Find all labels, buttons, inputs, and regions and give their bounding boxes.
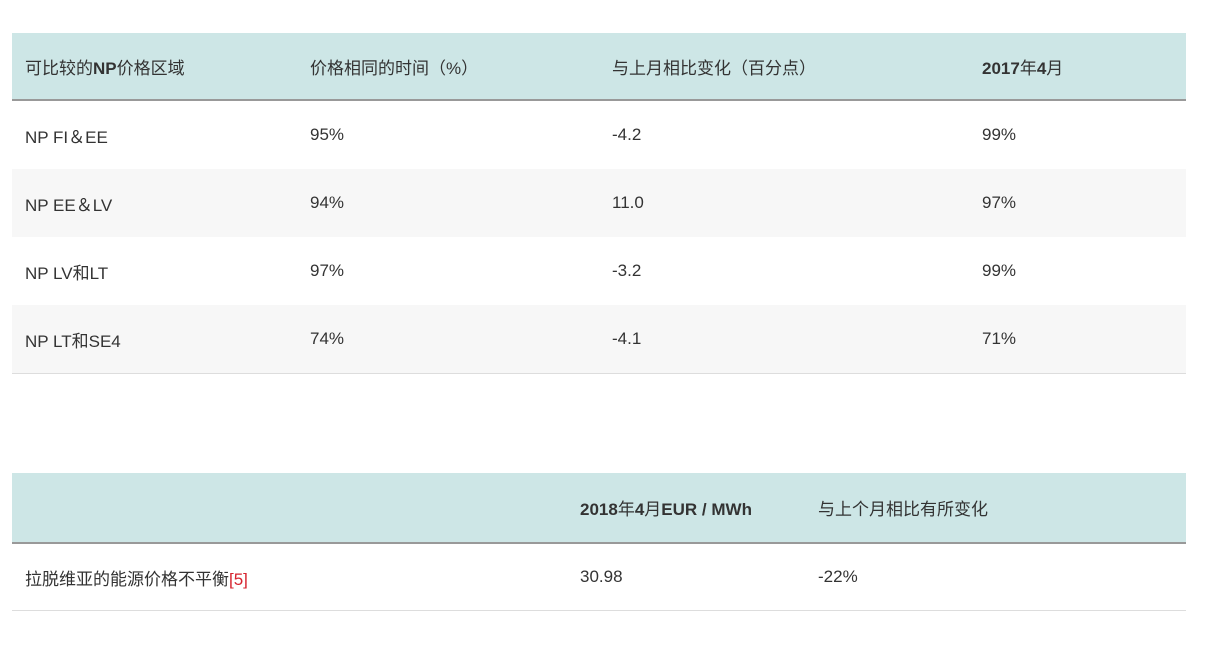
footnote-5-link[interactable]: [5]	[229, 569, 248, 589]
header-year-char: 年	[617, 500, 635, 519]
header-year-2018: 2018	[580, 500, 618, 519]
same-price-time-cell: 94%	[310, 193, 345, 212]
header-year-char: 年	[1019, 58, 1037, 78]
header-month-char: 月	[644, 500, 662, 519]
april-2017-cell: 97%	[982, 193, 1017, 212]
price-area-cell: NP FI＆EE	[25, 127, 108, 147]
header-month-4: 4	[1036, 58, 1047, 78]
header-same-price-time: 价格相同的时间（%）	[310, 58, 479, 78]
header-col1-suffix: 价格区域	[116, 58, 185, 78]
april-2017-cell: 71%	[982, 329, 1017, 348]
imbalance-label: 拉脱维亚的能源价格不平衡	[25, 569, 229, 589]
same-price-time-cell: 74%	[310, 329, 345, 348]
header-comparable-np-areas: 可比较的NP价格区域	[12, 54, 297, 79]
april-2017-cell: 99%	[982, 125, 1017, 144]
change-pp-cell: -4.1	[612, 329, 642, 348]
np-price-areas-table: 可比较的NP价格区域 价格相同的时间（%） 与上月相比变化（百分点） 2017年…	[12, 33, 1186, 374]
april-2017-cell: 99%	[982, 261, 1017, 280]
imbalance-value-cell: 30.98	[580, 567, 623, 586]
page: 可比较的NP价格区域 价格相同的时间（%） 与上月相比变化（百分点） 2017年…	[0, 33, 1209, 671]
header-year-2017: 2017	[982, 58, 1020, 78]
latvia-imbalance-table: 2018年4月EUR / MWh 与上个月相比有所变化 拉脱维亚的能源价格不平衡…	[12, 473, 1186, 611]
price-area-cell: NP LV和LT	[25, 263, 109, 283]
same-price-time-cell: 95%	[310, 125, 345, 144]
change-pp-cell: -3.2	[612, 261, 642, 280]
header-eur-mwh-unit: EUR / MWh	[661, 500, 752, 519]
table-row: NP LV和LT 97% -3.2 99%	[12, 237, 1186, 305]
imbalance-label-cell: 拉脱维亚的能源价格不平衡[5]	[12, 565, 567, 590]
header-april-2017: 2017年4月	[969, 54, 1186, 79]
imbalance-table-header-row: 2018年4月EUR / MWh 与上个月相比有所变化	[12, 473, 1186, 544]
same-price-time-cell: 97%	[310, 261, 345, 280]
header-change-vs-previous-month: 与上个月相比有所变化	[818, 500, 988, 519]
header-col1-np: NP	[93, 58, 117, 78]
np-table-header-row: 可比较的NP价格区域 价格相同的时间（%） 与上月相比变化（百分点） 2017年…	[12, 33, 1186, 101]
header-month-4: 4	[634, 500, 645, 519]
price-area-cell: NP LT和SE4	[25, 331, 121, 351]
table-row: NP EE＆LV 94% 11.0 97%	[12, 169, 1186, 237]
table-row: 拉脱维亚的能源价格不平衡[5] 30.98 -22%	[12, 544, 1186, 611]
change-pp-cell: 11.0	[612, 193, 644, 212]
table-row: NP LT和SE4 74% -4.1 71%	[12, 305, 1186, 374]
header-april-2018-eur-mwh: 2018年4月EUR / MWh	[567, 495, 805, 520]
header-month-char: 月	[1046, 58, 1064, 78]
header-col1-prefix: 可比较的	[25, 58, 93, 78]
change-pp-cell: -4.2	[612, 125, 642, 144]
price-area-cell: NP EE＆LV	[25, 195, 113, 215]
table-row: NP FI＆EE 95% -4.2 99%	[12, 101, 1186, 169]
imbalance-change-cell: -22%	[818, 567, 858, 586]
header-change-vs-last-month: 与上月相比变化（百分点）	[612, 58, 816, 78]
